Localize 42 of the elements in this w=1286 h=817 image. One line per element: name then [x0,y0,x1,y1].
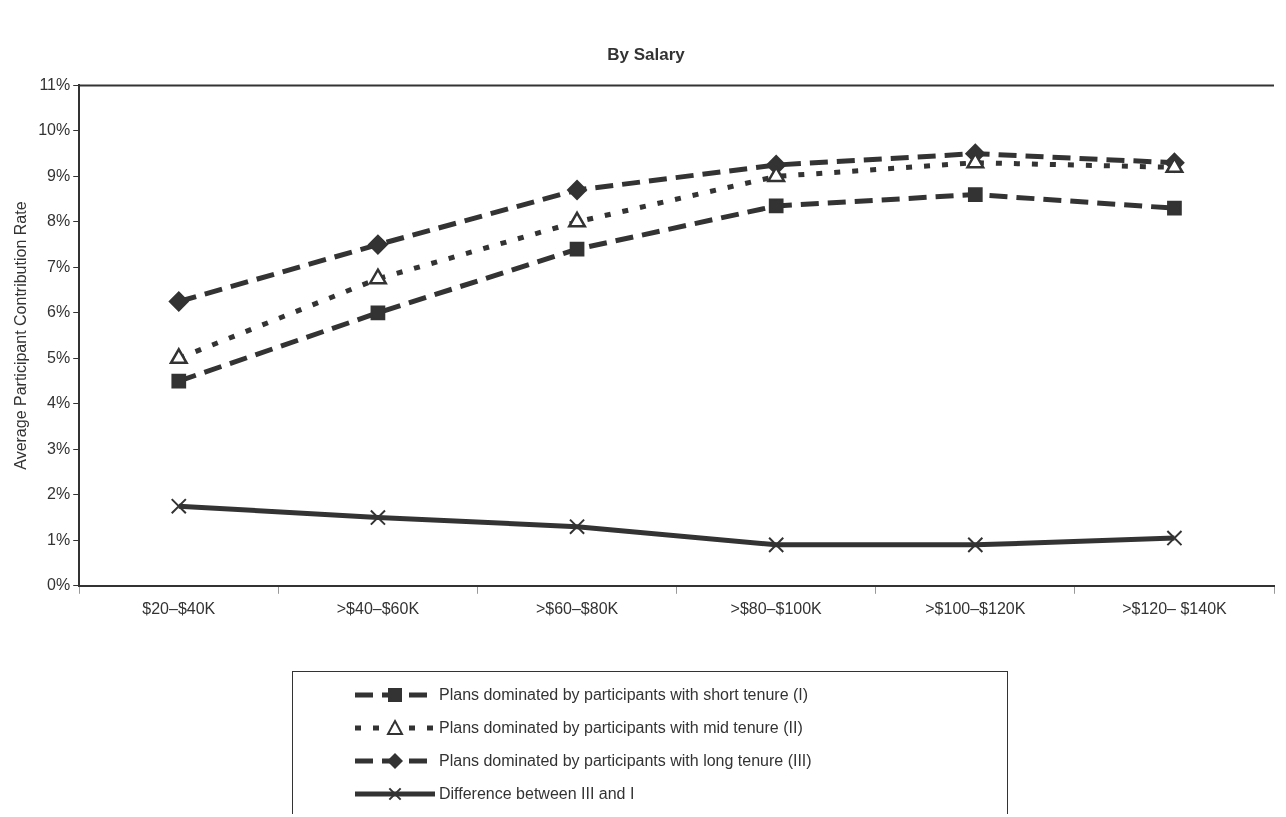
point [369,509,386,526]
x-tick-label: >$40–$60K [336,599,420,617]
x-tick-label: >$100–$120K [925,599,1026,617]
chart-title: By Salary [607,44,686,64]
x-tick-label: >$60–$80K [535,599,619,617]
point [569,241,585,257]
point [768,536,785,553]
x-tick-label: >$80–$100K [730,599,823,617]
point [568,518,586,535]
y-tick-label: 6% [47,303,71,321]
y-tick-label: 10% [38,121,71,139]
legend-label: Plans dominated by participants with long tenure (III) [439,751,812,770]
point [567,180,588,201]
y-tick-label: 11% [39,75,71,93]
point [171,373,187,389]
point [967,536,984,553]
point [168,291,189,312]
y-tick-label: 4% [47,394,71,412]
point [370,305,386,321]
y-tick-label: 7% [47,257,71,275]
point [367,234,388,255]
point [1166,529,1183,547]
y-tick-label: 2% [47,485,71,503]
y-tick-label: 8% [47,212,71,230]
legend-label: Difference between III and I [439,784,635,803]
y-tick-label: 5% [47,348,71,366]
x-tick-label: $20–$40K [142,599,216,617]
point [568,211,587,228]
point [368,268,387,285]
legend-label: Plans dominated by participants with mid tenure (II) [439,718,803,737]
point [967,187,983,202]
point [169,348,188,365]
y-tick-label: 0% [47,576,71,594]
point [170,498,187,515]
point [768,198,784,214]
point [1167,200,1182,216]
legend-label: Plans dominated by participants with short tenure (I) [439,685,809,704]
x-tick-label: >$120– $140K [1122,599,1228,617]
y-tick-label: 1% [47,530,71,548]
y-tick-label: 3% [47,439,71,457]
y-axis-title: Average Participant Contribution Rate [12,201,30,470]
y-tick-label: 9% [47,166,71,184]
